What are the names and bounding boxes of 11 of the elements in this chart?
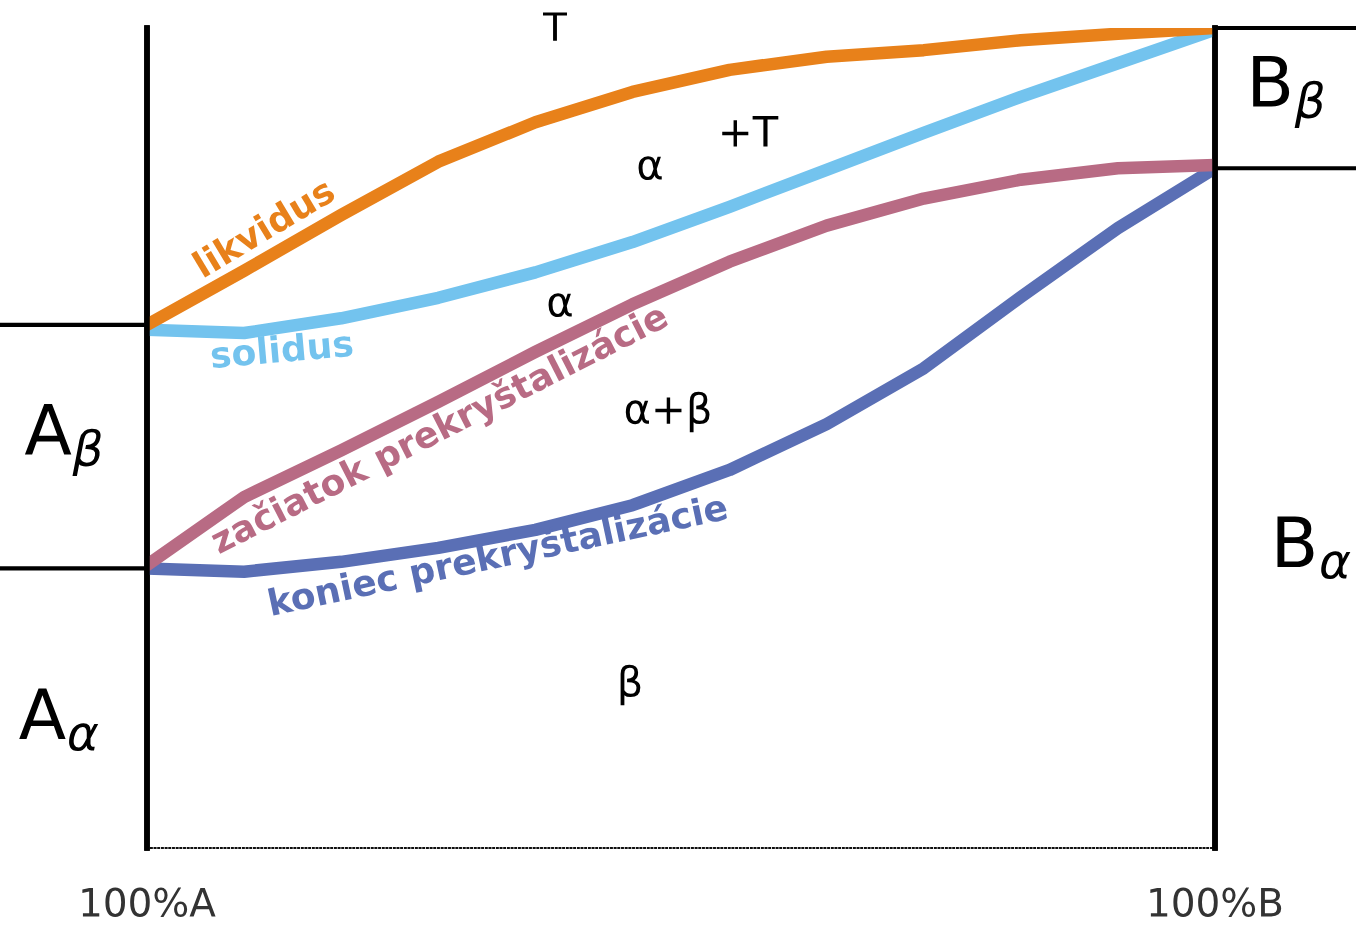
text: B$_{α}$ [1277,516,1351,580]
text: B$_{β}$ [1253,55,1323,129]
x-tick-label: 100%B [1150,887,1282,917]
annotation: β [620,664,641,706]
text: A$_{β}$ [24,403,101,477]
annotation: α [638,156,662,181]
x-tick-label: 100%A [82,887,216,917]
annotation: T [543,12,567,41]
series-label: solidus [210,328,353,369]
text: A$_{α}$ [19,688,99,752]
annotation: +T [722,116,779,147]
